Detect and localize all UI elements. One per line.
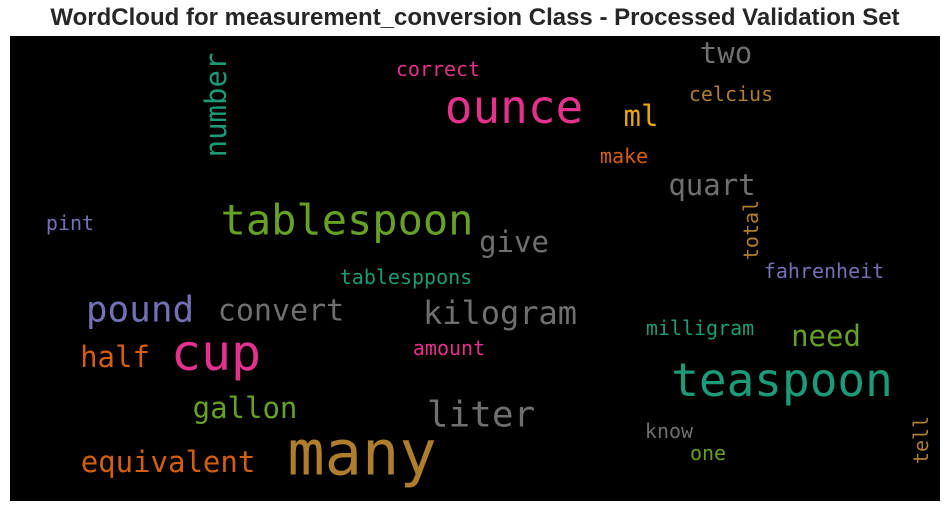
word-pint: pint: [46, 211, 94, 235]
word-tablespoon: tablespoon: [221, 196, 474, 245]
word-make: make: [600, 144, 648, 168]
word-convert: convert: [218, 294, 344, 329]
word-cup: cup: [171, 324, 261, 382]
word-ml: ml: [624, 99, 659, 133]
word-give: give: [479, 225, 549, 259]
word-total: total: [739, 200, 763, 260]
word-liter: liter: [427, 395, 535, 436]
word-tell: tell: [909, 416, 933, 464]
chart-title: WordCloud for measurement_conversion Cla…: [50, 4, 900, 31]
word-need: need: [791, 319, 861, 353]
word-celcius: celcius: [689, 82, 773, 106]
word-many: many: [287, 417, 436, 490]
wordcloud-background: [10, 36, 940, 501]
word-equivalent: equivalent: [81, 445, 256, 479]
word-pound: pound: [86, 290, 194, 331]
word-correct: correct: [396, 57, 480, 81]
word-kilogram: kilogram: [423, 294, 577, 332]
word-ounce: ounce: [445, 80, 583, 134]
word-amount: amount: [413, 336, 485, 360]
word-gallon: gallon: [193, 391, 298, 425]
word-fahrenheit: fahrenheit: [764, 259, 884, 283]
wordcloud-words: many ounce teaspoon cup tablespoon pound liter…: [46, 36, 933, 490]
word-know: know: [645, 419, 694, 443]
word-teaspoon: teaspoon: [671, 353, 893, 407]
word-half: half: [80, 340, 150, 374]
word-number: number: [199, 53, 233, 158]
word-two: two: [700, 36, 752, 70]
word-one: one: [690, 441, 726, 465]
word-quart: quart: [668, 168, 755, 202]
word-tablesppons: tablesppons: [340, 265, 472, 289]
word-milligram: milligram: [646, 316, 754, 340]
